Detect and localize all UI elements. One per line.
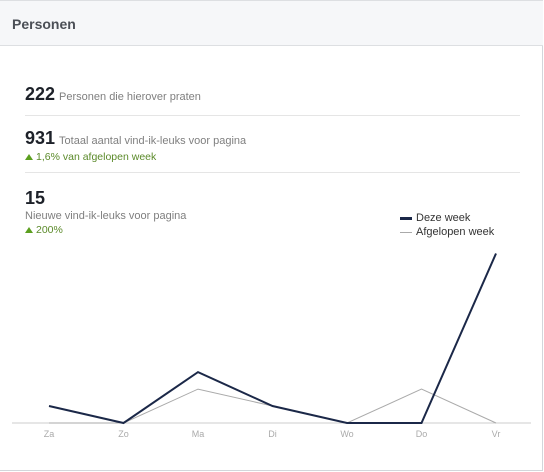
panel-header: Personen <box>0 0 543 46</box>
arrow-up-icon <box>25 227 33 233</box>
x-tick-label: Vr <box>492 429 501 439</box>
series-line-current-week <box>48 253 497 425</box>
legend-item-previous: Afgelopen week <box>400 225 494 239</box>
new-likes-change: 200% <box>25 224 186 236</box>
legend-item-current: Deze week <box>400 211 494 225</box>
legend-label-previous: Afgelopen week <box>416 226 495 238</box>
new-likes-label: Nieuwe vind-ik-leuks voor pagina <box>25 210 187 222</box>
x-tick-label: Zo <box>118 429 129 439</box>
x-tick-label: Di <box>268 429 277 439</box>
total-likes-change: 1,6% van afgelopen week <box>25 151 246 163</box>
chart-legend: Deze week Afgelopen week <box>400 211 494 239</box>
x-tick-label: Do <box>416 429 428 439</box>
legend-label-current: Deze week <box>416 212 471 224</box>
new-likes-stat: 15 Nieuwe vind-ik-leuks voor pagina 200% <box>25 188 186 236</box>
divider <box>25 115 520 116</box>
talking-about-count: 222 <box>25 84 56 104</box>
panel-title: Personen <box>12 16 76 32</box>
likes-line-chart: Za Zo Ma Di Wo Do Vr <box>12 253 531 439</box>
legend-swatch-current <box>400 216 412 220</box>
talking-about-stat: 222 Personen die hierover praten <box>25 84 201 105</box>
total-likes-label: Totaal aantal vind-ik-leuks voor pagina <box>59 135 247 147</box>
total-likes-change-text: 1,6% van afgelopen week <box>36 151 157 163</box>
x-tick-label: Ma <box>192 429 205 439</box>
total-likes-stat: 931 Totaal aantal vind-ik-leuks voor pagi… <box>25 128 246 163</box>
total-likes-count: 931 <box>25 128 56 148</box>
x-tick-label: Za <box>44 429 55 439</box>
legend-swatch-previous <box>400 231 412 233</box>
new-likes-change-text: 200% <box>36 224 63 236</box>
arrow-up-icon <box>25 154 33 160</box>
talking-about-label: Personen die hierover praten <box>59 91 201 103</box>
x-tick-label: Wo <box>340 429 353 439</box>
new-likes-count: 15 <box>25 188 46 208</box>
divider <box>25 172 520 173</box>
